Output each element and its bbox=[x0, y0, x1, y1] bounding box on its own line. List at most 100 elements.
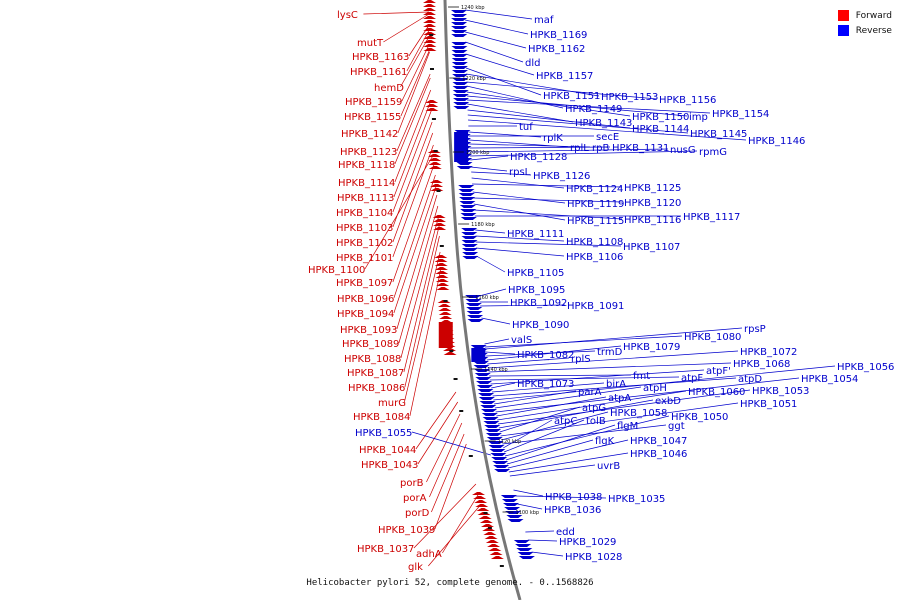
reverse-connector bbox=[473, 197, 623, 203]
reverse-gene-arrow bbox=[503, 503, 520, 506]
forward-connector bbox=[434, 443, 467, 530]
forward-gene-arrow bbox=[423, 24, 437, 27]
reverse-gene-arrow bbox=[492, 461, 509, 464]
reverse-connector bbox=[491, 382, 516, 389]
reverse-connector bbox=[475, 241, 622, 247]
gene-label-fmt: fmt bbox=[633, 371, 650, 382]
forward-gene-arrow bbox=[423, 36, 437, 39]
forward-gene-arrow bbox=[434, 259, 448, 262]
forward-gene-arrow bbox=[483, 532, 497, 535]
reverse-gene-arrow bbox=[467, 319, 484, 322]
forward-gene-arrow bbox=[435, 271, 449, 274]
forward-gene-arrow bbox=[428, 166, 442, 169]
gene-label-sece: secE bbox=[596, 132, 619, 143]
reverse-gene-arrow bbox=[507, 519, 524, 522]
reverse-connector bbox=[465, 67, 542, 96]
reverse-gene-arrow bbox=[465, 299, 482, 302]
reverse-gene-arrow bbox=[476, 385, 493, 388]
reverse-gene-arrow bbox=[452, 82, 469, 85]
kbp-ticks: 1240 kbp 1220 kbp 1200 kbp 1180 kbp 1160 kbp… bbox=[448, 5, 539, 516]
reverse-connector bbox=[497, 389, 751, 425]
reverse-gene-arrow bbox=[451, 22, 468, 25]
forward-gene-arrow bbox=[433, 223, 447, 226]
gene-label-hpkb-1157: HPKB_1157 bbox=[536, 71, 593, 82]
forward-gene-arrow bbox=[481, 524, 494, 527]
reverse-connector bbox=[466, 91, 631, 117]
forward-connector bbox=[396, 73, 431, 152]
forward-connector bbox=[429, 422, 463, 498]
gene-label-edd: edd bbox=[556, 527, 575, 538]
reverse-connector bbox=[470, 155, 509, 161]
reverse-gene-arrow bbox=[456, 166, 473, 169]
gene-label-trmd: trmD bbox=[597, 347, 623, 358]
gene-label-rpmg: rpmG bbox=[699, 147, 727, 158]
gene-label-atph: atpH bbox=[643, 383, 667, 394]
feature-marker bbox=[453, 378, 458, 380]
gene-label-maf: maf bbox=[534, 15, 554, 26]
gene-label-flgk: flgK bbox=[595, 436, 615, 447]
forward-connector bbox=[394, 89, 432, 183]
gene-label-hpkb-1111: HPKB_1111 bbox=[507, 229, 564, 240]
gene-label-hpkb-1054: HPKB_1054 bbox=[801, 374, 858, 385]
forward-connector bbox=[401, 43, 430, 102]
forward-gene-arrow bbox=[434, 255, 448, 258]
forward-gene-arrow bbox=[476, 508, 490, 511]
genome-backbone bbox=[443, 0, 522, 600]
reverse-connector bbox=[465, 41, 524, 63]
gene-label-hpkb-1088: HPKB_1088 bbox=[344, 354, 401, 365]
gene-label-flgm: flgM bbox=[617, 421, 638, 432]
gene-label-hpkb-1094: HPKB_1094 bbox=[337, 309, 394, 320]
reverse-gene-arrow bbox=[466, 311, 483, 314]
reverse-gene-arrow bbox=[513, 540, 530, 543]
reverse-connector bbox=[494, 386, 642, 409]
gene-label-hpkb-1143: HPKB_1143 bbox=[575, 118, 632, 129]
gene-label-hpkb-1108: HPKB_1108 bbox=[566, 237, 623, 248]
gene-label-tolb: tolB bbox=[586, 416, 606, 427]
gene-label-hpkb-1038: HPKB_1038 bbox=[545, 492, 602, 503]
reverse-gene-arrow bbox=[453, 106, 470, 109]
reverse-gene-arrow bbox=[506, 515, 523, 518]
forward-gene-arrow bbox=[423, 12, 437, 15]
feature-marker bbox=[439, 245, 444, 247]
gene-label-hpkb-1097: HPKB_1097 bbox=[336, 278, 393, 289]
reverse-gene-arrow bbox=[458, 185, 475, 188]
gene-label-atpg: atpG bbox=[582, 403, 606, 414]
gene-label-hpkb-1106: HPKB_1106 bbox=[566, 252, 623, 263]
gene-label-hpkb-1037: HPKB_1037 bbox=[357, 544, 414, 555]
gene-label-mutt: mutT bbox=[357, 38, 384, 49]
reverse-gene-arrow bbox=[460, 217, 477, 220]
gene-label-hpkb-1046: HPKB_1046 bbox=[630, 449, 687, 460]
forward-connector bbox=[383, 13, 430, 43]
gene-label-nusg: nusG bbox=[670, 145, 696, 156]
tick-label: 1220 kbp bbox=[462, 76, 486, 82]
reverse-gene-arrow bbox=[487, 441, 504, 444]
forward-gene-arrow bbox=[487, 544, 501, 547]
reverse-connector bbox=[474, 209, 623, 220]
feature-marker bbox=[443, 300, 448, 302]
reverse-connector bbox=[464, 9, 533, 20]
gene-label-para: parA bbox=[578, 387, 602, 398]
gene-label-hpkb-1079: HPKB_1079 bbox=[623, 342, 680, 353]
reverse-gene-arrow bbox=[451, 62, 468, 65]
reverse-gene-arrow bbox=[451, 34, 468, 37]
gene-label-hpkb-1162: HPKB_1162 bbox=[528, 44, 585, 55]
forward-connector bbox=[404, 251, 441, 403]
reverse-gene-arrow bbox=[461, 244, 478, 247]
reverse-connector bbox=[508, 452, 629, 473]
gene-label-hpkb-1151: HPKB_1151 bbox=[543, 91, 600, 102]
forward-gene-arrow bbox=[472, 492, 486, 495]
gene-label-hpkb-1044: HPKB_1044 bbox=[359, 445, 416, 456]
reverse-gene-arrow bbox=[452, 70, 469, 73]
forward-connector bbox=[406, 29, 430, 72]
forward-gene-arrow bbox=[485, 540, 499, 543]
reverse-gene-arrow bbox=[516, 548, 533, 551]
reverse-gene-arrow bbox=[451, 58, 468, 61]
reverse-gene-arrow bbox=[477, 389, 494, 392]
reverse-connector bbox=[481, 317, 511, 325]
reverse-connector bbox=[502, 424, 667, 445]
reverse-connector bbox=[467, 99, 711, 114]
gene-label-hpkb-1043: HPKB_1043 bbox=[361, 460, 418, 471]
gene-label-hpkb-1163: HPKB_1163 bbox=[352, 52, 409, 63]
forward-gene-arrow bbox=[425, 100, 439, 103]
feature-marker bbox=[449, 350, 454, 352]
